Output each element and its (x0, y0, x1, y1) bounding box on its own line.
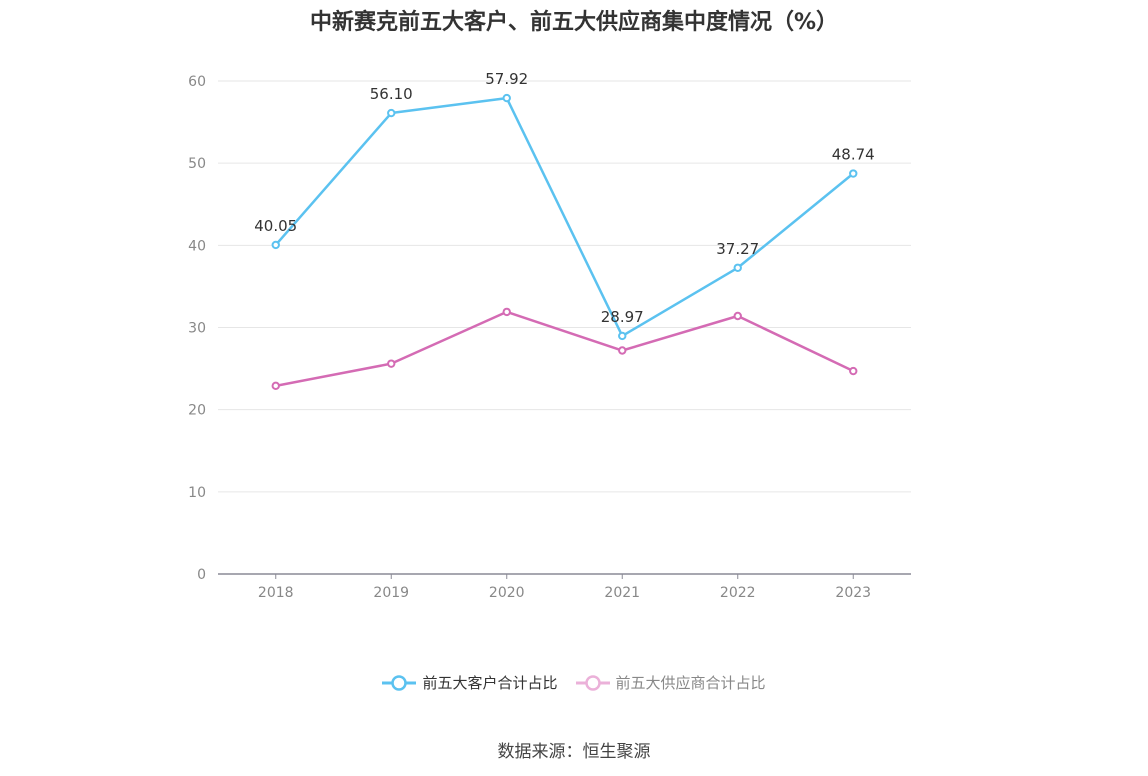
series (271, 93, 858, 391)
data-point-1 (502, 93, 511, 103)
line-chart: 0 10 20 30 40 50 60 2018 2019 2020 2021 2022 2023 40… (188, 70, 911, 601)
legend-label-customers: 前五大客户合计占比 (422, 674, 558, 692)
y-tick-label: 50 (188, 156, 206, 172)
legend-item-customers[interactable]: 前五大客户合计占比 (382, 672, 558, 693)
x-tick-label: 2019 (373, 585, 409, 601)
data-point-2 (849, 366, 858, 376)
legend-item-suppliers[interactable]: 前五大供应商合计占比 (575, 672, 766, 693)
y-tick-label: 30 (188, 321, 206, 337)
x-tick-label: 2022 (720, 585, 756, 601)
y-tick-label: 60 (188, 74, 206, 90)
axes: 0 10 20 30 40 50 60 2018 2019 2020 2021 2022 2023 (188, 74, 911, 601)
data-point-1 (271, 240, 280, 250)
data-label: 40.05 (254, 217, 297, 235)
data-label: 56.10 (370, 85, 413, 103)
legend-marker-customers-icon (382, 674, 417, 691)
data-point-1 (733, 263, 742, 272)
grid-lines (218, 80, 911, 493)
data-label: 48.74 (832, 146, 875, 164)
data-point-1 (387, 108, 396, 118)
data-label: 57.92 (485, 70, 528, 88)
data-point-1 (618, 331, 627, 341)
data-point-2 (387, 359, 396, 368)
legend-label-suppliers: 前五大供应商合计占比 (615, 674, 766, 692)
data-point-2 (502, 307, 511, 317)
legend-marker-suppliers-icon (575, 674, 610, 691)
legend: 前五大客户合计占比 前五大供应商合计占比 (0, 672, 1148, 693)
x-tick-label: 2023 (835, 585, 871, 601)
x-tick-label: 2021 (604, 585, 640, 601)
data-point-2 (733, 311, 742, 321)
y-tick-label: 0 (197, 567, 206, 583)
series-line-1 (274, 96, 855, 338)
y-tick-label: 20 (188, 403, 206, 419)
data-labels: 40.05 56.10 57.92 28.97 37.27 48.74 (254, 70, 874, 326)
series-line-2 (275, 310, 854, 388)
source-note: 数据来源：恒生聚源 (497, 742, 651, 762)
chart-title: 中新赛克前五大客户、前五大供应商集中度情况（%） (309, 10, 839, 35)
y-tick-label: 10 (188, 485, 206, 501)
data-point-1 (849, 169, 858, 178)
data-point-2 (271, 381, 280, 391)
data-label: 37.27 (716, 240, 759, 258)
x-tick-label: 2020 (489, 585, 525, 601)
x-tick-label: 2018 (258, 585, 294, 601)
y-tick-label: 40 (188, 238, 206, 254)
data-point-2 (618, 346, 627, 355)
data-label: 28.97 (601, 308, 644, 326)
